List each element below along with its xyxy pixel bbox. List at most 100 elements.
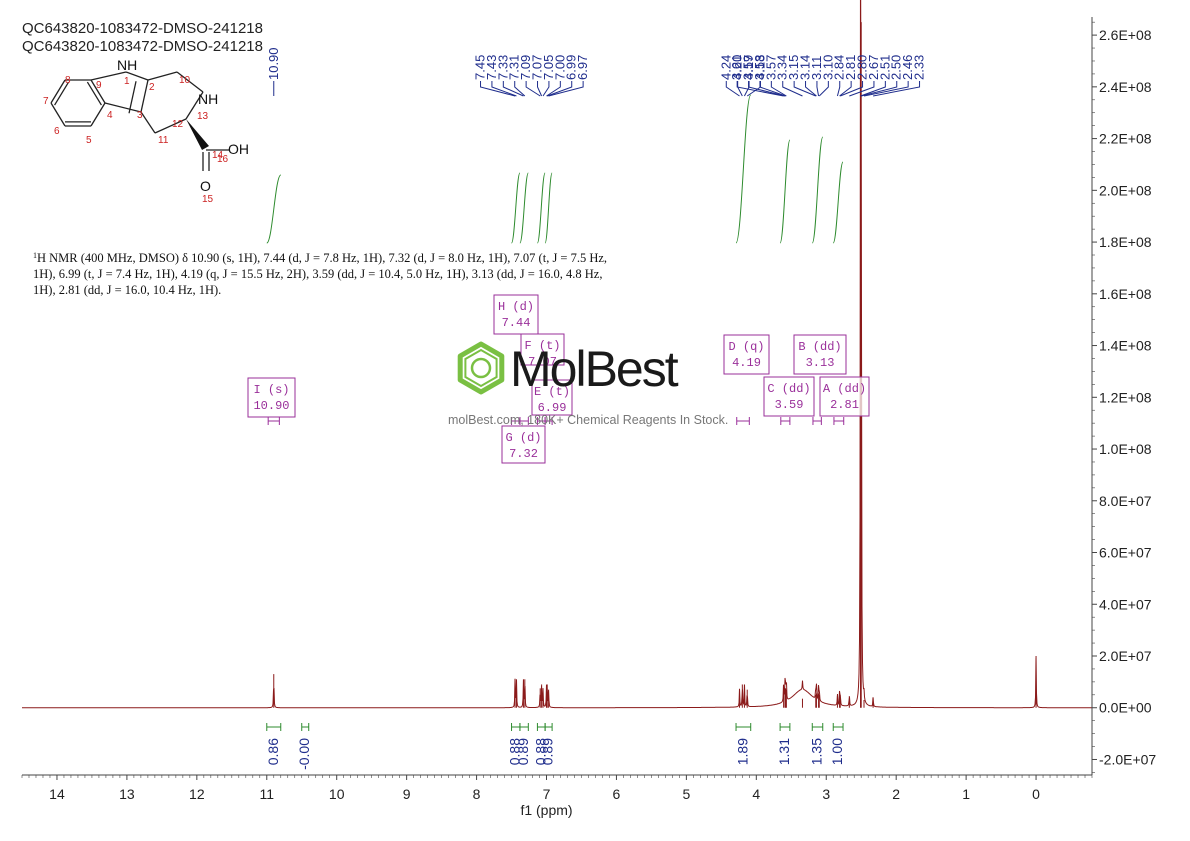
peak-label: 7.05 — [541, 55, 556, 80]
x-tick-label: 0 — [1032, 786, 1040, 802]
y-tick-label: 2.2E+08 — [1099, 131, 1152, 147]
x-tick-label: 2 — [892, 786, 900, 802]
bond — [90, 79, 106, 104]
y-tick-label: 2.6E+08 — [1099, 27, 1152, 43]
multiplet-type: E (t) — [534, 385, 570, 399]
logo-inner-hexagon — [464, 348, 498, 388]
y-tick-label: 8.0E+07 — [1099, 493, 1152, 509]
bond — [90, 71, 127, 81]
multiplet-shift: 4.19 — [732, 356, 761, 370]
x-tick-label: 3 — [822, 786, 830, 802]
peak-label-connector — [737, 81, 743, 97]
multiplet-type: D (q) — [728, 340, 764, 354]
x-tick-label: 4 — [752, 786, 760, 802]
y-tick-label: 1.0E+08 — [1099, 441, 1152, 457]
atom-number: 10 — [179, 75, 191, 86]
peak-label-connector — [547, 81, 573, 97]
integral-value: 0.88 — [532, 738, 548, 765]
x-tick-label: 5 — [682, 786, 690, 802]
peak-label-connector — [480, 81, 516, 97]
bond — [104, 102, 142, 113]
integral-curve — [779, 139, 791, 244]
integral-value: 0.89 — [540, 738, 556, 765]
x-tick-label: 1 — [962, 786, 970, 802]
multiplet-shift: 7.32 — [509, 447, 538, 461]
bond — [185, 91, 204, 120]
peak-label: 7.33 — [495, 55, 510, 80]
atom-number: 15 — [202, 194, 214, 205]
peak-label: 3.15 — [786, 55, 801, 80]
y-tick-label: 2.0E+07 — [1099, 648, 1152, 664]
multiplet-box — [493, 294, 539, 335]
sample-title-2: QC643820-1083472-DMSO-241218 — [22, 38, 263, 55]
bond — [50, 79, 66, 104]
atom-number: 2 — [149, 82, 155, 93]
peak-label: 4.17 — [741, 55, 756, 80]
peak-label: 3.11 — [809, 56, 824, 80]
bond — [154, 118, 187, 134]
peak-label-connector — [805, 81, 817, 97]
peak-label: 4.24 — [718, 55, 733, 80]
atom-number: 1 — [124, 76, 130, 87]
multiplet-shift: 10.90 — [253, 399, 289, 413]
multiplet-type: G (d) — [505, 431, 541, 445]
peak-label-connector — [861, 81, 898, 97]
x-axis-title: f1 (ppm) — [520, 802, 572, 818]
sample-title-1: QC643820-1083472-DMSO-241218 — [22, 20, 263, 37]
bond — [125, 71, 149, 81]
peak-label: 2.80 — [855, 55, 870, 80]
multiplet-shift: 3.13 — [806, 356, 835, 370]
peak-label-connector — [748, 81, 786, 97]
peak-label-connectors — [273, 81, 921, 97]
peak-label-connector — [736, 81, 784, 97]
peak-label: 2.84 — [832, 55, 847, 80]
peak-label: 4.13 — [752, 55, 767, 80]
atom-number: 4 — [107, 110, 113, 121]
spectrum-trace — [22, 0, 1092, 709]
peak-label: 7.07 — [530, 55, 545, 80]
nmr-description: 1H NMR (400 MHz, DMSO) δ 10.90 (s, 1H), … — [33, 250, 618, 298]
nmr-description-text: H NMR (400 MHz, DMSO) δ 10.90 (s, 1H), 7… — [33, 251, 608, 297]
peak-label-connector — [836, 81, 841, 97]
atom-number: 12 — [172, 119, 184, 130]
integral-value: 0.86 — [265, 738, 281, 765]
multiplet-box — [501, 425, 546, 464]
peak-label-connector — [770, 81, 787, 97]
peak-label: 2.33 — [912, 55, 927, 80]
multiplet-shift: 7.44 — [502, 316, 531, 330]
peak-label-connector — [548, 81, 584, 97]
multiplet-box — [819, 376, 870, 417]
x-tick-label: 8 — [473, 786, 481, 802]
atom-number: 11 — [158, 135, 169, 146]
peak-label-connector — [546, 81, 561, 97]
atom-O15: O — [200, 178, 211, 194]
peak-label-connector — [491, 81, 517, 97]
multiplet-shift: 2.81 — [830, 398, 859, 412]
bond — [176, 71, 204, 93]
atom-number: 9 — [96, 80, 102, 91]
peak-label: 7.45 — [473, 55, 488, 80]
peak-label: 10.90 — [266, 47, 281, 80]
multiplet-type: A (dd) — [823, 382, 866, 396]
multiplet-boxes: I (s) 10.90 H (d) 7.44 F (t) 7.07 E (t) 6.99 G (… — [247, 294, 870, 464]
integral-curve — [536, 172, 546, 244]
integral-curve — [511, 172, 521, 244]
watermark-subtitle: molBest.com, 180K+ Chemical Reagents In … — [448, 413, 729, 427]
integral-curve — [519, 172, 529, 244]
bond — [140, 79, 149, 113]
multiplet-box — [520, 333, 565, 366]
y-tick-label: 2.0E+08 — [1099, 182, 1152, 198]
peak-label-connector — [873, 81, 921, 97]
peak-label-connector — [782, 81, 803, 97]
double-bond — [86, 81, 102, 106]
peak-label-connector — [863, 81, 909, 97]
multiplet-box — [763, 376, 815, 417]
multiplet-box — [793, 334, 847, 375]
x-tick-label: 9 — [403, 786, 411, 802]
peak-label: 2.67 — [866, 55, 881, 80]
integral-value: -0.00 — [296, 738, 312, 770]
peak-label-connector — [793, 81, 816, 97]
x-tick-label: 6 — [613, 786, 621, 802]
y-tick-label: 4.0E+07 — [1099, 596, 1152, 612]
multiplet-shift: 6.99 — [538, 401, 567, 415]
